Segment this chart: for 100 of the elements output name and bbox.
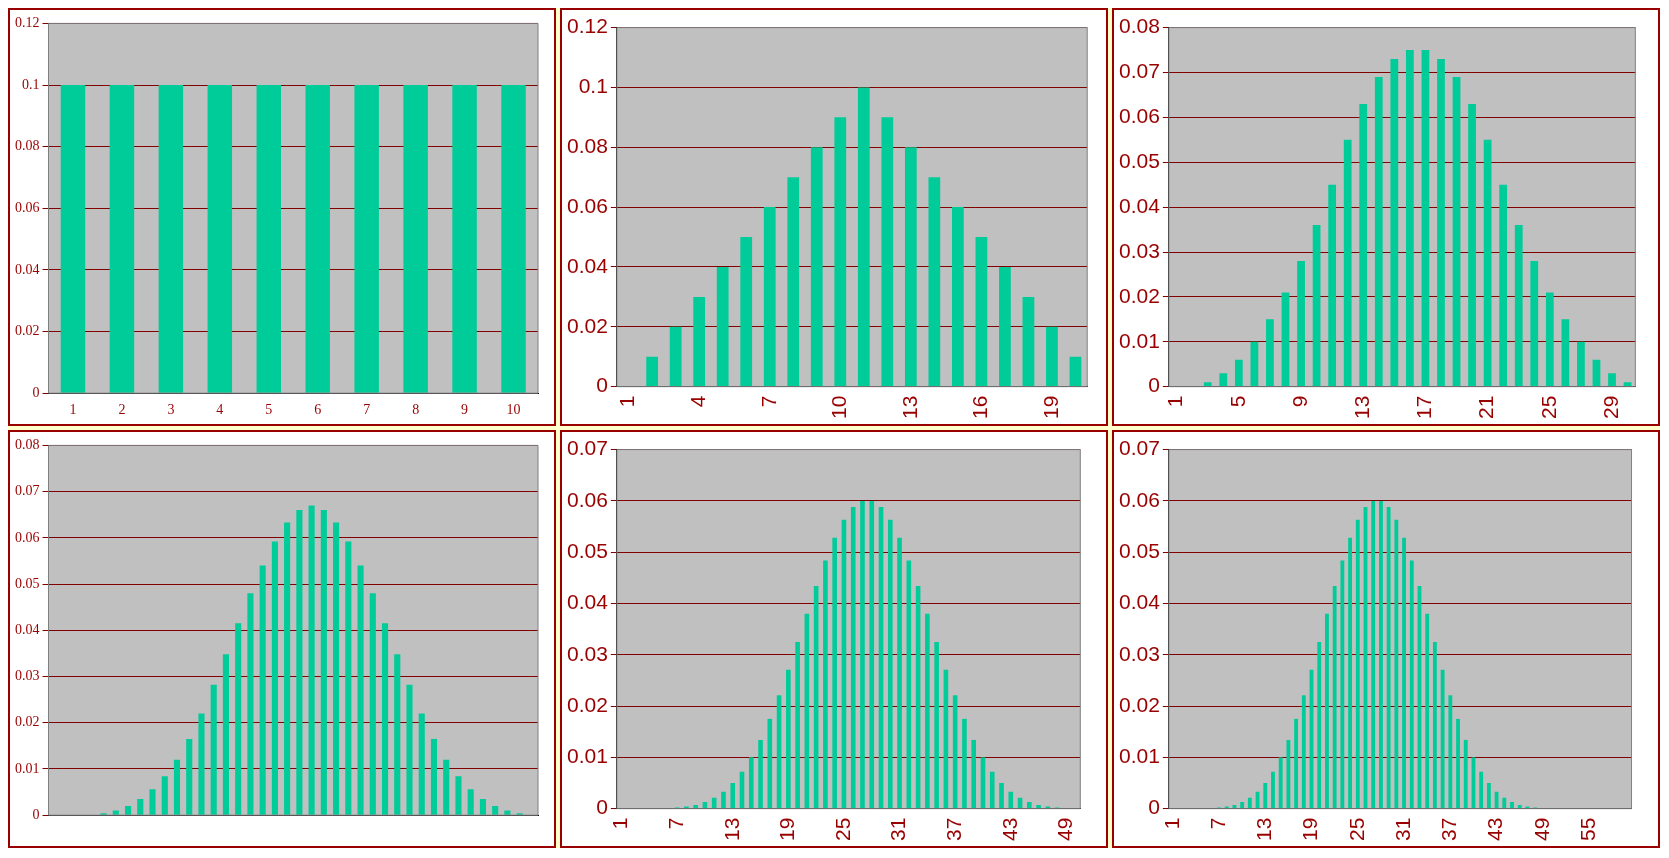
y-tick-label: 0.01 [1119,744,1160,768]
x-tick-label: 7 [363,402,371,418]
bar [887,519,893,809]
y-tick-label: 0.01 [15,760,40,776]
x-tick-label: 10 [506,402,521,418]
bar [787,177,800,387]
y-tick-label: 0.02 [15,323,40,339]
bar [810,147,823,387]
y-tick-label: 0.01 [1119,328,1160,352]
x-tick-label: 37 [941,817,965,841]
y-tick-label: 0.05 [1119,149,1160,173]
y-tick-label: 0.08 [1119,14,1160,38]
bar [1069,356,1082,387]
bar [693,296,706,387]
bar [222,654,229,815]
y-tick-label: 0.06 [15,199,40,215]
bar [897,537,902,809]
bar [1456,718,1460,809]
bar [1359,103,1368,387]
y-tick-label: 0 [596,795,608,819]
bar [971,739,977,809]
bar [1502,797,1507,809]
y-tick-label: 0.03 [1119,238,1160,262]
bar [823,560,828,809]
bar [1499,184,1508,387]
bar [1517,805,1522,809]
bar [904,147,917,387]
y-tick-label: 0.04 [567,590,609,614]
bar [406,684,413,815]
bar [1577,341,1585,387]
x-tick-label: 31 [886,817,910,841]
y-tick-label: 0.04 [1119,590,1161,614]
bar [1440,669,1445,809]
bar [834,117,847,387]
bar [850,507,856,809]
bar [975,237,988,387]
bar [284,522,291,815]
bar [758,739,763,809]
bar [320,510,327,815]
y-tick-label: 0.1 [22,76,40,92]
y-tick-label: 0.05 [1119,538,1160,562]
y-tick-label: 0.07 [1119,59,1160,83]
bar [1371,500,1376,809]
bar [418,713,425,815]
bar [962,718,967,809]
bar [1271,771,1275,809]
bar [1294,718,1299,809]
bar [259,565,266,815]
bar [795,641,800,809]
y-tick-label: 0.02 [567,692,608,716]
bar [1348,537,1353,809]
y-tick-label: 0.06 [567,193,608,217]
bar [1421,50,1430,387]
bar [925,613,930,809]
bar [271,541,278,815]
bar [1286,739,1291,809]
bar [1402,537,1406,809]
bar [934,641,939,809]
y-tick-label: 0 [1148,795,1160,819]
bar [504,810,511,815]
x-tick-label: 9 [461,402,469,418]
y-tick-label: 0.08 [567,134,608,158]
bar [1247,797,1252,809]
bar [1394,519,1399,809]
bar [716,266,729,387]
bar [247,593,254,815]
bar [1332,586,1337,809]
y-tick-label: 0.05 [567,538,608,562]
y-tick-label: 0.07 [15,483,40,499]
bar [1022,296,1035,387]
x-tick-label: 19 [775,817,799,841]
bar [235,623,242,815]
bar [394,654,401,815]
bar [149,789,156,815]
bar [1263,783,1268,809]
x-tick-label: 43 [1483,817,1507,841]
y-tick-label: 0.04 [567,253,609,277]
bar [333,522,340,815]
bar [345,541,352,815]
bar [357,565,364,815]
bar [1008,791,1014,809]
y-tick-label: 0 [32,384,40,400]
x-tick-label: 19 [1038,395,1062,419]
y-tick-label: 0.02 [1119,283,1160,307]
bar [869,500,875,809]
bar [186,738,193,815]
x-tick-label: 1 [608,817,632,830]
y-tick-label: 0.02 [1119,692,1160,716]
bar [124,805,132,815]
bar [467,789,474,815]
x-tick-label: 2 [118,402,126,418]
x-tick-label: 16 [968,395,992,419]
bar [210,684,217,815]
bar [1328,184,1337,387]
bar [1510,801,1514,809]
x-tick-label: 29 [1598,395,1622,419]
bar [1530,260,1539,387]
bar [198,713,205,815]
bar [1379,500,1383,809]
x-tick-label: 4 [685,395,709,408]
